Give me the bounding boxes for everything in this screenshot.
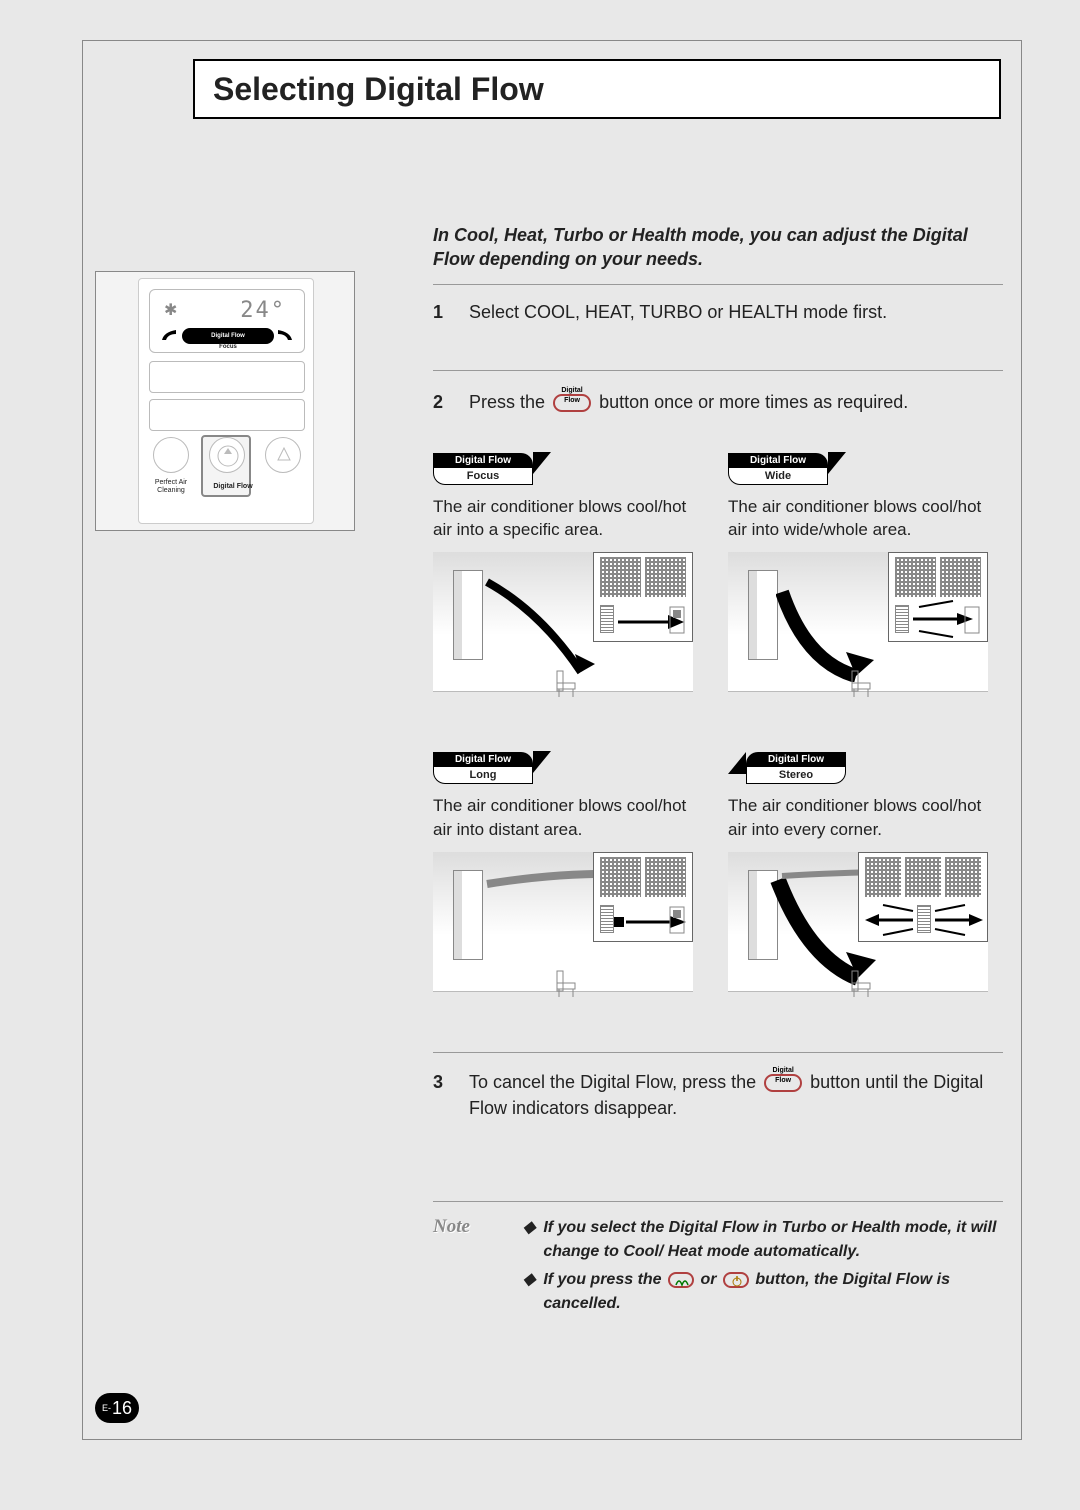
step-3-text-pre: To cancel the Digital Flow, press the — [469, 1072, 761, 1092]
mode-long-diagram — [433, 852, 693, 992]
remote-label-air-cleaning: Perfect Air Cleaning — [145, 479, 197, 494]
page-frame: Selecting Digital Flow ✱ 24° Digital Flo… — [82, 40, 1022, 1440]
page-number-badge: E-16 — [95, 1393, 139, 1423]
badge-mode: Long — [433, 767, 533, 784]
badge-top: Digital Flow — [433, 752, 533, 767]
badge-top: Digital Flow — [433, 453, 533, 468]
airflow-wide-icon — [776, 572, 906, 682]
digital-flow-button-icon — [553, 394, 591, 412]
chair-icon — [553, 667, 583, 697]
bullet-icon: ◆ — [523, 1268, 535, 1316]
remote-label-digital-flow: Digital Flow — [203, 483, 263, 490]
ac-unit-icon — [748, 570, 778, 660]
page-number: 16 — [112, 1398, 132, 1419]
modes-grid: Digital Flow Focus The air conditioner b… — [433, 453, 1003, 992]
note-body: ◆ If you select the Digital Flow in Turb… — [523, 1216, 1003, 1320]
badge-mode: Focus — [433, 468, 533, 485]
room-inset-focus — [593, 552, 693, 642]
mode-wide-badge: Digital Flow Wide — [728, 453, 858, 485]
step-1: 1 Select COOL, HEAT, TURBO or HEALTH mod… — [433, 299, 1003, 371]
lcd-wing-left-icon — [160, 328, 178, 342]
mode-wide-diagram — [728, 552, 988, 692]
mode-stereo-diagram — [728, 852, 988, 992]
digital-flow-button-icon — [764, 1074, 802, 1092]
note-separator — [433, 1201, 1003, 1202]
mode-long: Digital Flow Long The air conditioner bl… — [433, 752, 708, 992]
fan-button-icon — [668, 1272, 694, 1288]
mode-focus-desc: The air conditioner blows cool/hot air i… — [433, 495, 708, 543]
intro-text: In Cool, Heat, Turbo or Health mode, you… — [433, 223, 1003, 285]
bullet-icon: ◆ — [523, 1216, 535, 1264]
mode-stereo-badge: Digital Flow Stereo — [728, 752, 858, 784]
step-2-text-post: button once or more times as required. — [599, 392, 908, 412]
step-3-separator — [433, 1052, 1003, 1069]
lcd-temperature: 24° — [240, 298, 286, 323]
ac-unit-icon — [453, 570, 483, 660]
mode-focus: Digital Flow Focus The air conditioner b… — [433, 453, 708, 693]
note-bullet-1: If you select the Digital Flow in Turbo … — [543, 1216, 1003, 1264]
step-1-body: Select COOL, HEAT, TURBO or HEALTH mode … — [469, 299, 1003, 352]
mode-wide-desc: The air conditioner blows cool/hot air i… — [728, 495, 1003, 543]
remote-illustration: ✱ 24° Digital Flow Focus Perfect Air Cle… — [95, 271, 355, 531]
mode-long-badge: Digital Flow Long — [433, 752, 563, 784]
step-2-text-pre: Press the — [469, 392, 550, 412]
badge-tail-icon — [728, 752, 746, 774]
page-prefix: E- — [102, 1403, 111, 1413]
step-3-number: 3 — [433, 1069, 453, 1121]
note-bullet-2: If you press the or button, the Digital … — [543, 1268, 1003, 1316]
snowflake-icon: ✱ — [164, 300, 177, 320]
remote-button-row-1 — [149, 361, 305, 393]
badge-top: Digital Flow — [728, 453, 828, 468]
mode-stereo: Digital Flow Stereo The air conditioner … — [728, 752, 1003, 992]
badge-tail-icon — [828, 452, 846, 474]
step-2-body: Press the button once or more times as r… — [469, 389, 1003, 415]
step-1-number: 1 — [433, 299, 453, 352]
room-inset-long — [593, 852, 693, 942]
remote-lcd: ✱ 24° Digital Flow Focus — [149, 289, 305, 353]
temp-value: 24 — [240, 298, 271, 323]
lcd-mode-sub: Focus — [182, 344, 274, 350]
airflow-focus-icon — [481, 572, 601, 682]
note-label: Note — [433, 1216, 493, 1320]
step-2-number: 2 — [433, 389, 453, 415]
mode-stereo-desc: The air conditioner blows cool/hot air i… — [728, 794, 1003, 842]
chair-icon — [848, 967, 878, 997]
room-inset-stereo — [858, 852, 988, 942]
mode-wide: Digital Flow Wide The air conditioner bl… — [728, 453, 1003, 693]
badge-mode: Wide — [728, 468, 828, 485]
note-b2-pre: If you press the — [543, 1271, 666, 1288]
badge-mode: Stereo — [746, 767, 846, 784]
chair-icon — [848, 667, 878, 697]
lcd-mode-badge: Digital Flow — [182, 328, 274, 344]
badge-tail-icon — [533, 452, 551, 474]
power-button-icon — [723, 1272, 749, 1288]
step-3-body: To cancel the Digital Flow, press the bu… — [469, 1069, 1003, 1121]
remote-body: ✱ 24° Digital Flow Focus Perfect Air Cle… — [138, 278, 314, 524]
step-2: 2 Press the button once or more times as… — [433, 389, 1003, 423]
mode-long-desc: The air conditioner blows cool/hot air i… — [433, 794, 708, 842]
remote-circle-button-2 — [209, 437, 245, 473]
note-section: Note ◆ If you select the Digital Flow in… — [433, 1216, 1003, 1320]
note-b2-mid: or — [700, 1271, 720, 1288]
page-title: Selecting Digital Flow — [213, 71, 544, 108]
chair-icon — [553, 967, 583, 997]
room-inset-wide — [888, 552, 988, 642]
step-3: 3 To cancel the Digital Flow, press the … — [433, 1069, 1003, 1161]
remote-button-row-2 — [149, 399, 305, 431]
mode-focus-diagram — [433, 552, 693, 692]
content-column: In Cool, Heat, Turbo or Health mode, you… — [433, 223, 1003, 1320]
remote-circle-button-3 — [265, 437, 301, 473]
lcd-wing-right-icon — [276, 328, 294, 342]
badge-top: Digital Flow — [746, 752, 846, 767]
remote-circle-button-1 — [153, 437, 189, 473]
ac-unit-icon — [453, 870, 483, 960]
badge-tail-icon — [533, 751, 551, 773]
mode-focus-badge: Digital Flow Focus — [433, 453, 563, 485]
title-box: Selecting Digital Flow — [193, 59, 1001, 119]
